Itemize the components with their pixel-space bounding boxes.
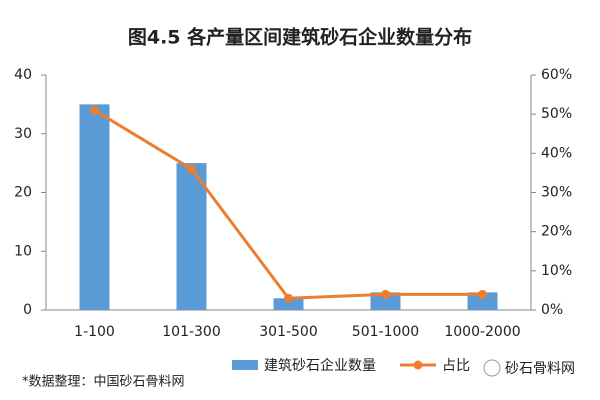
y2-tick-label: 0% <box>541 302 563 318</box>
legend-swatch <box>232 360 258 370</box>
chart-title: 图4.5 各产量区间建筑砂石企业数量分布 <box>128 26 472 49</box>
line-marker <box>381 289 390 299</box>
x-tick-label: 301-500 <box>259 324 318 340</box>
line-marker <box>90 105 99 115</box>
y-tick-label: 40 <box>14 67 32 83</box>
legend-marker <box>413 360 423 370</box>
line-marker <box>187 164 196 174</box>
bar <box>273 298 304 310</box>
y2-tick-label: 30% <box>541 185 572 201</box>
legend-label: 占比 <box>442 358 470 374</box>
bar <box>370 292 401 310</box>
x-tick-label: 1000-2000 <box>444 324 520 340</box>
bar <box>79 104 110 310</box>
y2-tick-label: 60% <box>541 67 572 83</box>
x-tick-label: 501-1000 <box>352 324 419 340</box>
y2-tick-label: 10% <box>541 263 572 279</box>
y2-tick-label: 40% <box>541 145 572 161</box>
y-tick-label: 0 <box>23 302 32 318</box>
line-marker <box>284 293 293 303</box>
line-marker <box>478 289 487 299</box>
y2-tick-label: 50% <box>541 106 572 122</box>
x-tick-label: 101-300 <box>162 324 221 340</box>
bar <box>176 163 207 310</box>
legend-label: 建筑砂石企业数量 <box>264 357 376 374</box>
x-tick-label: 1-100 <box>74 324 115 340</box>
logo-text: 砂石骨料网 <box>505 361 575 377</box>
y-tick-label: 30 <box>14 126 32 142</box>
y2-tick-label: 20% <box>541 224 572 240</box>
y-tick-label: 20 <box>14 185 32 201</box>
y-tick-label: 10 <box>14 243 32 259</box>
bar <box>467 292 498 310</box>
source-logo: 砂石骨料网 <box>483 359 575 377</box>
footnote: *数据整理：中国砂石骨料网 <box>22 375 185 390</box>
logo-icon <box>483 359 501 377</box>
